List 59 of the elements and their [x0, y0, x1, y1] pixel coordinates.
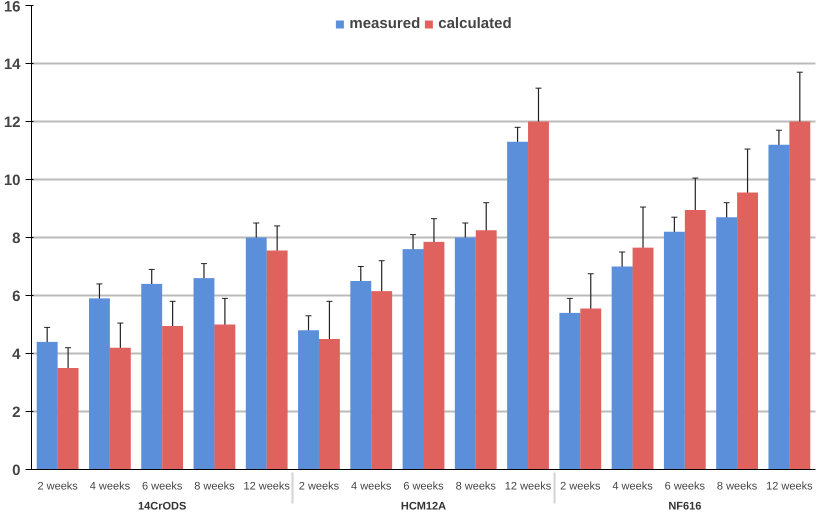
text: NF616: [668, 500, 702, 512]
bar: [580, 308, 602, 470]
x-tick-label: 6 weeks: [664, 480, 706, 492]
bar: [528, 122, 549, 470]
bar: [246, 238, 267, 470]
bar: [664, 232, 685, 470]
bar: [402, 249, 424, 470]
bar: [58, 368, 79, 470]
x-tick-label: 6 weeks: [403, 480, 444, 492]
y-tick-label: 6: [12, 288, 20, 305]
bar: [737, 192, 758, 470]
y-tick-label: 14: [4, 56, 22, 73]
bar: [110, 348, 131, 470]
bar: [371, 291, 392, 470]
bar: [476, 230, 497, 470]
bar: [266, 250, 288, 470]
text: 14CrODS: [138, 500, 186, 512]
bar: [507, 142, 528, 470]
y-tick-label: 4: [12, 346, 22, 363]
bar: [298, 330, 319, 470]
legend-label: measured: [349, 15, 420, 32]
bar: [214, 324, 236, 470]
bar: [454, 238, 476, 470]
x-tick-label: 2 weeks: [37, 480, 78, 492]
bar: [318, 339, 340, 470]
x-tick-label: 12 weeks: [504, 480, 552, 492]
bar: [632, 248, 654, 470]
text: HCM12A: [400, 500, 446, 512]
x-tick-label: 8 weeks: [456, 480, 496, 492]
legend-label: calculated: [438, 15, 512, 32]
y-tick-label: 8: [12, 230, 20, 247]
bar: [141, 284, 162, 470]
y-tick-label: 12: [4, 114, 21, 131]
bar: [88, 298, 110, 470]
bar: [162, 326, 184, 470]
x-tick-label: 12 weeks: [766, 480, 814, 492]
y-tick-label: 2: [12, 404, 20, 421]
y-tick-label: 10: [4, 172, 21, 189]
bar: [768, 144, 790, 470]
y-tick-label: 16: [4, 0, 21, 16]
x-tick-label: 4 weeks: [90, 480, 131, 492]
bar: [684, 210, 706, 470]
x-tick-label: 2 weeks: [298, 480, 340, 492]
bar: [350, 281, 372, 470]
x-tick-label: 8 weeks: [716, 480, 758, 492]
bar: [36, 342, 58, 470]
x-tick-label: 4 weeks: [351, 480, 392, 492]
x-tick-label: 12 weeks: [243, 480, 290, 492]
bar: [194, 278, 214, 470]
y-tick-label: 0: [12, 462, 20, 479]
bar: [716, 217, 738, 470]
bar: [612, 266, 633, 470]
x-tick-label: 2 weeks: [560, 480, 601, 492]
bar: [789, 122, 810, 470]
bar: [559, 312, 580, 470]
x-tick-label: 8 weeks: [194, 480, 236, 492]
x-tick-label: 4 weeks: [612, 480, 654, 492]
bar: [424, 242, 444, 470]
x-tick-label: 6 weeks: [142, 480, 183, 492]
